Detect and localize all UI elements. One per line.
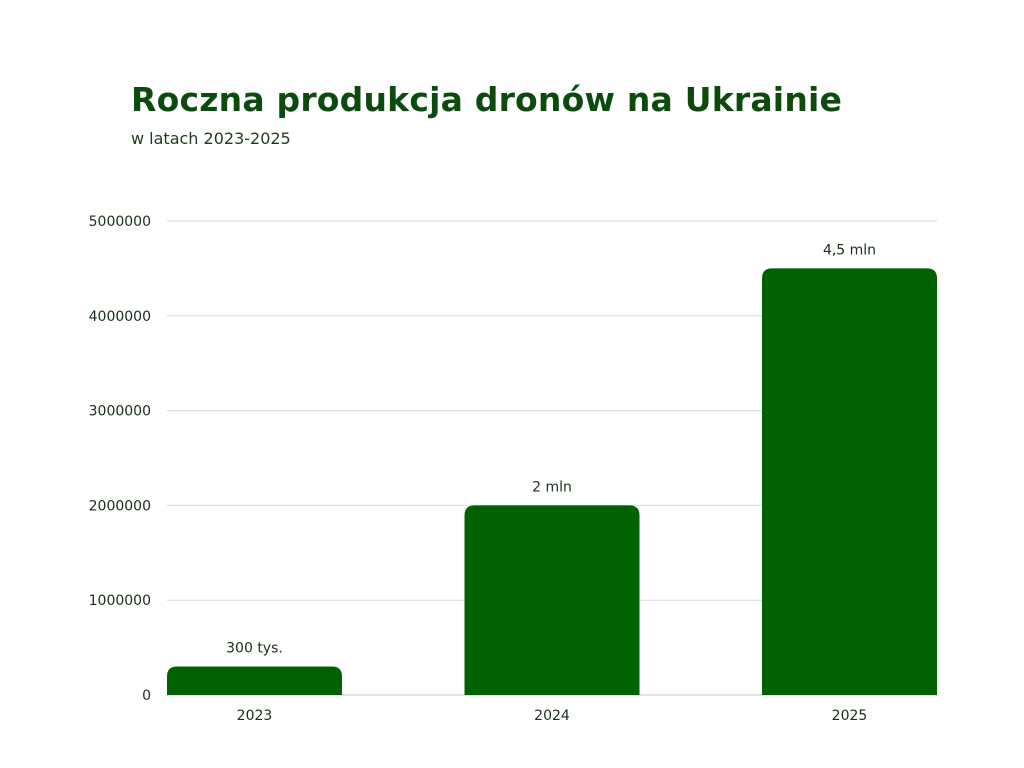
y-tick-label: 0 [142,688,151,704]
data-label: 300 tys. [226,641,283,657]
x-tick-label: 2025 [832,708,868,724]
data-label: 4,5 mln [823,242,876,258]
bar-2023 [167,666,342,695]
chart-title: Roczna produkcja dronów na Ukrainie [131,80,843,119]
x-tick-label: 2024 [534,708,570,724]
y-tick-label: 1000000 [89,593,151,609]
y-tick-label: 5000000 [89,214,151,230]
x-tick-label: 2023 [237,708,273,724]
y-tick-label: 4000000 [89,309,151,325]
data-label: 2 mln [532,479,572,495]
chart-subtitle: w latach 2023-2025 [131,129,291,148]
bar-2025 [762,268,937,695]
y-tick-label: 3000000 [89,404,151,420]
bar-2024 [464,505,640,695]
y-tick-label: 2000000 [89,498,151,514]
